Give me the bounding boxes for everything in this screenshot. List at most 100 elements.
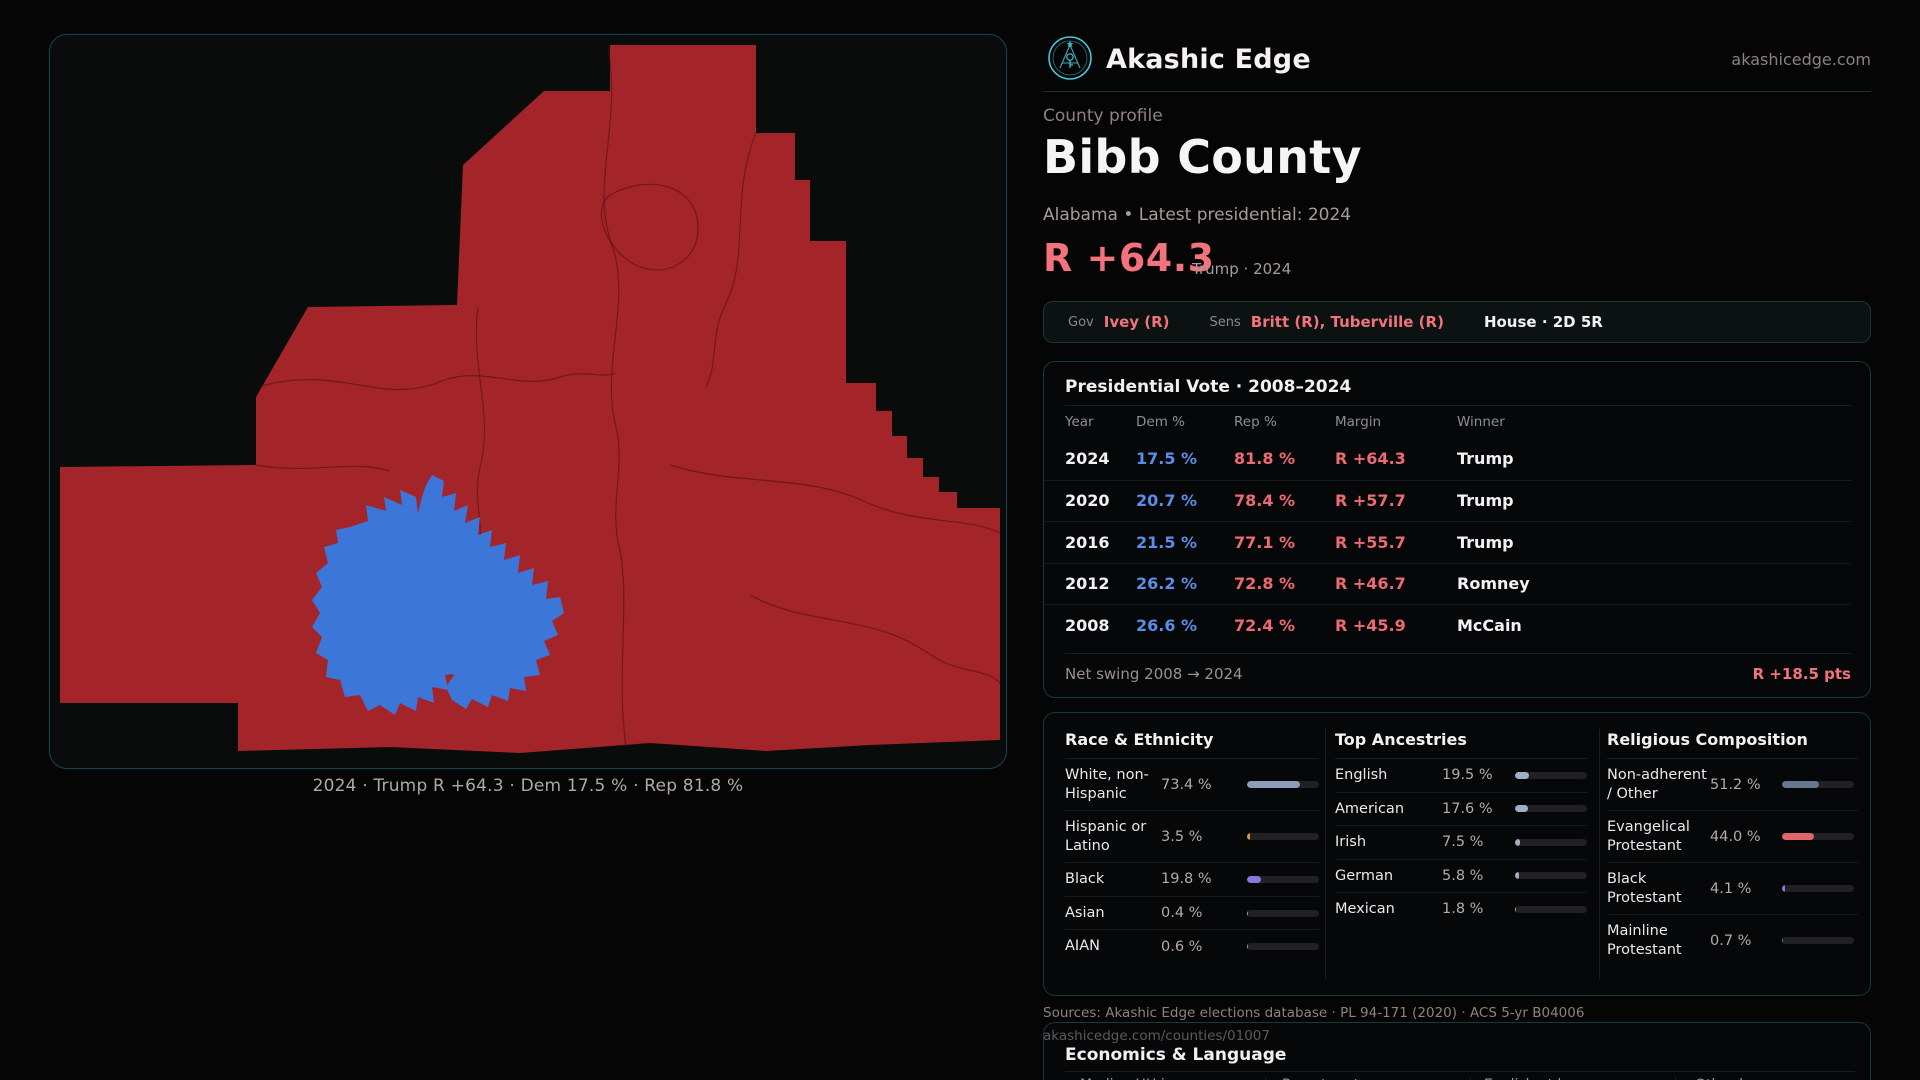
stat-label: English	[1335, 767, 1388, 783]
table-cell: 20.7 %	[1136, 491, 1198, 511]
stat-label: Irish	[1335, 834, 1367, 851]
demographics-card: Race & Ethnicity White, non-Hispanic 73.4…	[1043, 712, 1871, 996]
stat-bar	[1515, 872, 1587, 880]
economics-title: Economics & Language	[1065, 1045, 1287, 1065]
stat-row: English 19.5 %	[1335, 759, 1587, 793]
sens-label: Sens	[1209, 314, 1241, 330]
net-swing-row: Net swing 2008 → 2024 R +18.5 pts	[1065, 665, 1851, 683]
table-cell: McCain	[1457, 615, 1522, 635]
page-title: Bibb County	[1043, 130, 1362, 184]
stat-row: Mexican 1.8 %	[1335, 893, 1587, 926]
col-year: Year	[1065, 414, 1094, 430]
stat-bar	[1247, 833, 1319, 841]
stat-row: White, non-Hispanic 73.4 %	[1065, 759, 1319, 812]
stat-bar	[1782, 833, 1854, 841]
map-caption: 2024 · Trump R +64.3 · Dem 17.5 % · Rep …	[312, 776, 744, 796]
stat-bar-fill	[1782, 937, 1783, 945]
ancestry-rows: English 19.5 % American 17.6 % Irish 7.5 % Ger…	[1335, 759, 1587, 926]
stat-value: 73.4 %	[1161, 776, 1212, 793]
stat-bar	[1247, 909, 1319, 917]
religion-section: Religious Composition Non-adherent / Oth…	[1607, 713, 1858, 995]
stat-row: Asian 0.4 %	[1065, 897, 1319, 931]
stat-bar	[1782, 885, 1854, 893]
col-margin: Margin	[1335, 414, 1382, 430]
stat-value: 0.7 %	[1710, 932, 1752, 949]
stat-row: American 17.6 %	[1335, 793, 1587, 827]
table-row: 2016 21.5 % 77.1 % R +55.7 Trump	[1044, 521, 1851, 563]
table-cell: 2024	[1065, 449, 1110, 469]
col-dem: Dem %	[1136, 414, 1185, 430]
race-rows: White, non-Hispanic 73.4 % Hispanic or Lat…	[1065, 759, 1319, 963]
divider	[1607, 758, 1858, 759]
stat-row: AIAN 0.6 %	[1065, 930, 1319, 963]
stat-row: Black Protestant 4.1 %	[1607, 863, 1858, 916]
stat-bar	[1515, 771, 1587, 779]
table-cell: R +57.7	[1335, 491, 1406, 511]
net-swing-label: Net swing 2008 → 2024	[1065, 665, 1243, 683]
stat-bar-fill	[1782, 781, 1819, 789]
gov-value: Ivey (R)	[1103, 313, 1170, 331]
stat-value: 5.8 %	[1442, 867, 1484, 884]
table-cell: 2012	[1065, 574, 1110, 594]
religion-rows: Non-adherent / Other 51.2 % Evangelical Pr…	[1607, 759, 1858, 966]
stat-value: 1.8 %	[1442, 901, 1484, 918]
stat-bar-fill	[1247, 781, 1300, 789]
stat-label: Hispanic or Latino	[1065, 819, 1147, 854]
stat-row: Black 19.8 %	[1065, 863, 1319, 897]
column-divider	[1599, 729, 1600, 979]
economics-card: Economics & Language Median HH income Po…	[1043, 1022, 1871, 1080]
stat-bar	[1782, 937, 1854, 945]
presidential-vote-card: Presidential Vote · 2008–2024 Year Dem %…	[1043, 361, 1871, 698]
col-winner: Winner	[1457, 414, 1505, 430]
stat-label: AIAN	[1065, 938, 1100, 955]
stat-row: Hispanic or Latino 3.5 %	[1065, 811, 1319, 864]
table-cell: 2008	[1065, 615, 1110, 635]
stat-label: Asian	[1065, 904, 1105, 921]
stat-value: 0.4 %	[1161, 905, 1203, 921]
section-title: Religious Composition	[1607, 730, 1808, 749]
stat-value: 17.6 %	[1442, 800, 1493, 817]
stat-bar	[1515, 838, 1587, 846]
table-cell: R +64.3	[1335, 449, 1406, 469]
margin-headline: R +64.3	[1043, 236, 1215, 280]
divider	[1065, 1071, 1855, 1072]
stat-bar-fill	[1515, 805, 1528, 813]
stat-value: 0.6 %	[1161, 938, 1203, 955]
table-cell: 26.6 %	[1136, 615, 1198, 635]
column-divider	[1265, 1077, 1266, 1080]
table-cell: 17.5 %	[1136, 449, 1198, 469]
sens-value: Britt (R), Tuberville (R)	[1250, 313, 1444, 331]
table-row: 2024 17.5 % 81.8 % R +64.3 Trump	[1044, 438, 1851, 480]
economics-columns: Median HH income Poverty rate English at…	[1044, 1077, 1872, 1080]
stat-label: Mexican	[1335, 901, 1395, 918]
stat-bar	[1247, 943, 1319, 951]
stat-value: 7.5 %	[1442, 834, 1484, 851]
stat-value: 44.0 %	[1710, 828, 1761, 845]
dem-region	[414, 475, 564, 709]
stat-bar	[1247, 781, 1319, 789]
net-swing-value: R +18.5 pts	[1752, 665, 1851, 683]
stat-bar	[1515, 805, 1587, 813]
site-domain-link[interactable]: akashicedge.com	[1731, 50, 1871, 69]
stat-row: Non-adherent / Other 51.2 %	[1607, 759, 1858, 812]
table-cell: 72.8 %	[1234, 574, 1296, 594]
stat-bar	[1247, 875, 1319, 883]
stat-value: 4.1 %	[1710, 880, 1752, 897]
divider	[1335, 758, 1587, 759]
stat-row: Evangelical Protestant 44.0 %	[1607, 811, 1858, 864]
table-body: 2024 17.5 % 81.8 % R +64.3 Trump 2020 20.7 % 78…	[1044, 438, 1851, 646]
table-cell: Romney	[1457, 574, 1530, 594]
state-subtitle: Alabama • Latest presidential: 2024	[1043, 205, 1352, 225]
table-cell: R +46.7	[1335, 574, 1406, 594]
stat-bar-fill	[1515, 771, 1530, 779]
table-cell: 26.2 %	[1136, 574, 1198, 594]
stat-value: 51.2 %	[1710, 776, 1761, 793]
column-divider	[1325, 729, 1326, 979]
vote-card-title: Presidential Vote · 2008–2024	[1065, 377, 1352, 397]
gov-label: Gov	[1068, 314, 1094, 330]
table-cell: 81.8 %	[1234, 449, 1296, 469]
stat-label: Black	[1065, 871, 1105, 888]
table-cell: R +55.7	[1335, 532, 1406, 552]
stat-row: Irish 7.5 %	[1335, 826, 1587, 860]
sources-line1: Sources: Akashic Edge elections database…	[1043, 1005, 1585, 1021]
